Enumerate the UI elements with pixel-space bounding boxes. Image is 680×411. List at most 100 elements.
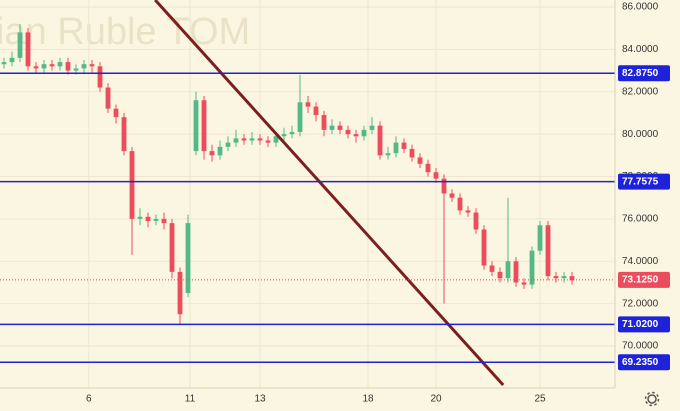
- candle-body: [361, 129, 367, 137]
- candle-body: [289, 132, 295, 135]
- candle-body: [249, 138, 255, 141]
- level-label: 77.7575: [622, 176, 659, 187]
- y-tick-label: 86.0000: [622, 2, 659, 13]
- candle-body: [417, 157, 423, 164]
- y-tick-label: 84.0000: [622, 44, 659, 55]
- candle-body: [473, 212, 479, 230]
- candle-body: [377, 125, 383, 156]
- layers: [0, 0, 615, 388]
- candle-body: [201, 100, 207, 152]
- y-tick-label: 76.0000: [622, 214, 659, 225]
- candle-body: [537, 225, 543, 251]
- candle-body: [305, 102, 311, 107]
- level-tag: [618, 65, 670, 82]
- candle-body: [225, 142, 231, 147]
- candle-body: [73, 68, 79, 71]
- candle-body: [177, 271, 183, 315]
- candle-body: [385, 153, 391, 156]
- x-tick-label: 20: [430, 394, 442, 405]
- candle-body: [561, 276, 567, 279]
- candle-body: [393, 142, 399, 154]
- candle-body: [233, 138, 239, 143]
- candle-body: [169, 223, 175, 272]
- candle-body: [441, 178, 447, 194]
- candle-body: [265, 140, 271, 143]
- candle-body: [409, 148, 415, 158]
- watermark: ian Ruble TOM: [0, 11, 250, 53]
- x-tick-label: 6: [86, 394, 92, 405]
- level-label: 71.0200: [622, 319, 659, 330]
- candle-body: [337, 125, 343, 130]
- candle-body: [553, 276, 559, 279]
- candle-body: [425, 163, 431, 173]
- y-tick-label: 82.0000: [622, 86, 659, 97]
- candle-body: [9, 57, 15, 63]
- y-tick-label: 80.0000: [622, 129, 659, 140]
- y-tick-label: 74.0000: [622, 256, 659, 267]
- candle-body: [121, 117, 127, 152]
- y-tick-label: 70.0000: [622, 341, 659, 352]
- candle-body: [457, 197, 463, 211]
- level-tag: [618, 316, 670, 333]
- candle-body: [465, 210, 471, 213]
- candle-body: [489, 265, 495, 272]
- candle-body: [33, 66, 39, 69]
- candle-body: [217, 146, 223, 156]
- candle-body: [313, 106, 319, 116]
- level-tag: [618, 354, 670, 371]
- settings-icon[interactable]: [644, 391, 660, 407]
- candle-body: [569, 276, 575, 281]
- candle-body: [49, 64, 55, 67]
- x-tick-label: 25: [534, 394, 546, 405]
- x-tick-label: 13: [254, 394, 266, 405]
- level-label: 82.8750: [622, 68, 659, 79]
- candle-body: [345, 129, 351, 135]
- candle-body: [297, 102, 303, 133]
- x-tick-label: 11: [185, 394, 196, 405]
- candle-body: [145, 216, 151, 222]
- level-label: 69.2350: [622, 357, 659, 368]
- candle-body: [129, 151, 135, 219]
- candle-body: [193, 100, 199, 152]
- candle-body: [281, 134, 287, 137]
- candle-body: [137, 216, 143, 219]
- candle-body: [505, 261, 511, 279]
- candle-body: [161, 218, 167, 224]
- candle-body: [89, 64, 95, 67]
- candle-body: [497, 271, 503, 279]
- candle-body: [481, 229, 487, 266]
- candle-body: [65, 62, 71, 71]
- candle-body: [81, 64, 87, 69]
- trend-line: [154, 0, 505, 387]
- candle-body: [521, 282, 527, 285]
- candle-body: [185, 223, 191, 294]
- candle-body: [97, 66, 103, 88]
- last-price-label: 73.1250: [622, 274, 659, 285]
- candle-body: [529, 250, 535, 285]
- candle-body: [257, 138, 263, 141]
- candle-body: [105, 87, 111, 109]
- candle-body: [545, 225, 551, 277]
- candle-body: [57, 62, 63, 67]
- candle-body: [369, 125, 375, 130]
- candle-body: [209, 151, 215, 156]
- candle-body: [513, 261, 519, 283]
- y-tick-label: 72.0000: [622, 298, 659, 309]
- candle-body: [113, 108, 119, 118]
- candle-body: [41, 64, 47, 69]
- level-tag: [618, 173, 670, 190]
- candle-body: [433, 172, 439, 179]
- candle-body: [241, 138, 247, 141]
- x-tick-label: 18: [362, 394, 374, 405]
- candle-body: [321, 115, 327, 130]
- last-price-tag: [618, 271, 670, 288]
- candle-body: [449, 193, 455, 198]
- candle-body: [401, 142, 407, 149]
- candle-body: [1, 62, 7, 65]
- candle-body: [273, 136, 279, 143]
- candle-body: [353, 134, 359, 137]
- candle-body: [153, 218, 159, 222]
- candle-body: [25, 32, 31, 67]
- candle-body: [329, 125, 335, 130]
